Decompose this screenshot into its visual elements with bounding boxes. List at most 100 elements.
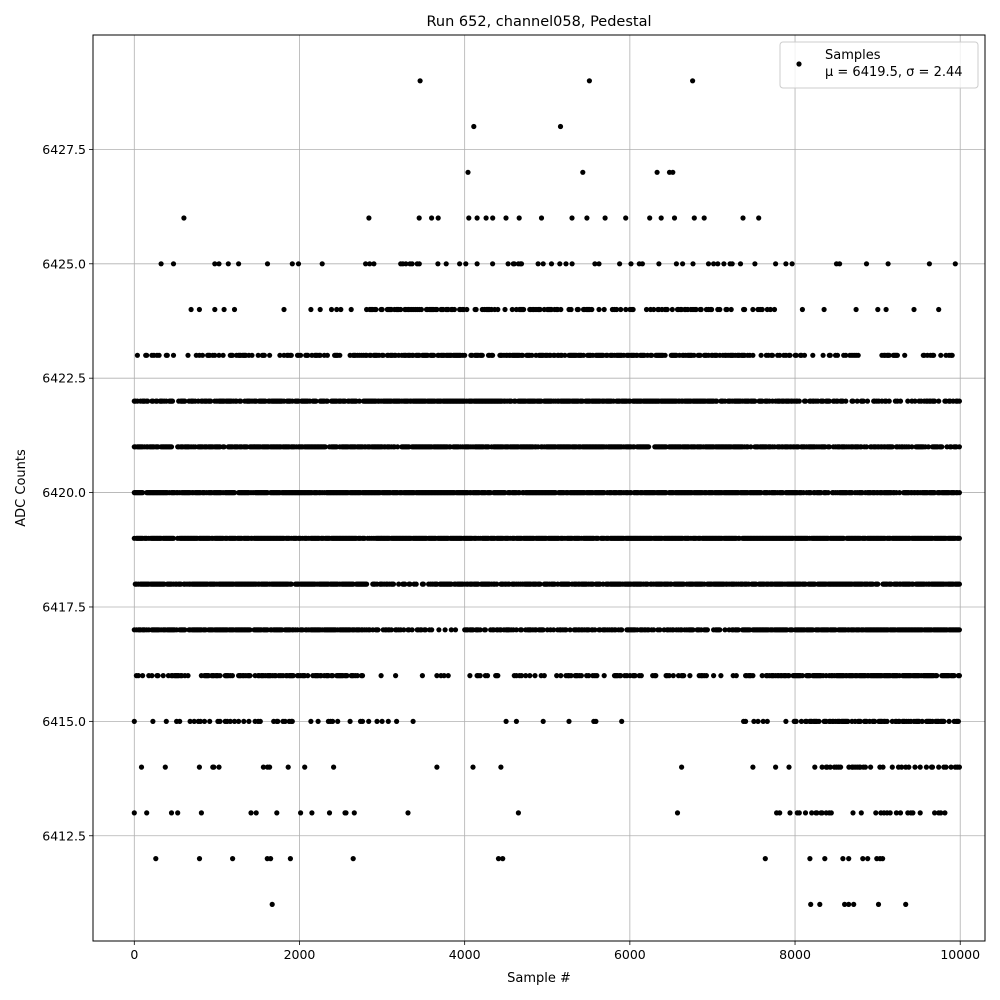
data-point bbox=[796, 810, 802, 816]
data-point bbox=[516, 215, 522, 221]
data-point bbox=[410, 718, 416, 725]
data-point bbox=[743, 718, 749, 725]
data-point bbox=[912, 398, 918, 404]
data-point bbox=[584, 215, 590, 221]
data-point bbox=[786, 673, 792, 679]
data-point bbox=[799, 673, 806, 679]
data-point bbox=[690, 78, 696, 84]
data-point bbox=[532, 673, 538, 679]
data-point bbox=[618, 306, 624, 313]
data-point bbox=[923, 764, 930, 770]
data-point bbox=[751, 718, 757, 725]
data-point bbox=[131, 718, 137, 725]
data-point bbox=[199, 352, 206, 358]
data-point bbox=[538, 215, 545, 221]
data-point bbox=[934, 673, 940, 679]
data-point bbox=[592, 261, 598, 267]
data-point bbox=[551, 627, 557, 633]
data-point bbox=[324, 352, 330, 358]
data-point bbox=[592, 627, 598, 633]
data-point bbox=[563, 261, 569, 267]
data-point bbox=[883, 306, 889, 313]
data-point bbox=[216, 261, 222, 267]
data-point bbox=[282, 718, 288, 725]
data-point bbox=[802, 398, 809, 404]
data-point bbox=[691, 352, 697, 358]
data-point bbox=[812, 764, 818, 770]
x-tick-label: 8000 bbox=[779, 947, 811, 962]
data-point bbox=[398, 306, 404, 313]
y-tick-label: 6425.0 bbox=[42, 256, 86, 271]
data-point bbox=[490, 352, 496, 358]
data-point bbox=[351, 810, 357, 816]
data-point bbox=[463, 261, 469, 267]
data-point bbox=[207, 718, 213, 725]
data-point bbox=[374, 718, 380, 725]
data-point bbox=[717, 627, 723, 633]
data-point bbox=[956, 581, 963, 587]
data-point bbox=[639, 261, 646, 267]
data-point bbox=[580, 169, 586, 175]
data-point bbox=[651, 306, 657, 313]
data-point bbox=[840, 856, 846, 862]
data-point bbox=[211, 764, 217, 770]
data-point bbox=[822, 856, 828, 862]
data-point bbox=[268, 856, 274, 862]
data-point bbox=[466, 215, 472, 221]
data-point bbox=[617, 261, 623, 267]
data-point bbox=[793, 718, 799, 725]
data-point bbox=[649, 352, 655, 358]
data-point bbox=[221, 306, 227, 313]
data-point bbox=[324, 398, 330, 404]
data-point bbox=[906, 764, 912, 770]
data-point bbox=[140, 673, 146, 679]
data-point bbox=[773, 764, 779, 770]
data-point bbox=[602, 215, 608, 221]
data-point bbox=[429, 215, 435, 221]
data-point bbox=[826, 444, 832, 450]
data-point bbox=[917, 764, 923, 770]
data-point bbox=[153, 856, 159, 862]
data-point bbox=[931, 352, 937, 358]
data-point bbox=[554, 673, 560, 679]
data-point bbox=[568, 673, 574, 679]
data-point bbox=[909, 444, 915, 450]
data-point bbox=[850, 810, 856, 816]
data-point bbox=[417, 78, 423, 84]
legend-box bbox=[779, 41, 979, 89]
data-point bbox=[762, 856, 768, 862]
data-point bbox=[593, 718, 599, 725]
data-point bbox=[156, 352, 162, 358]
data-point bbox=[442, 627, 448, 633]
data-point bbox=[435, 215, 441, 221]
data-point bbox=[380, 352, 386, 358]
data-point bbox=[777, 810, 783, 816]
data-point bbox=[196, 764, 202, 770]
data-point bbox=[212, 261, 218, 267]
data-point bbox=[527, 673, 533, 679]
data-point bbox=[495, 306, 501, 313]
data-point bbox=[326, 810, 333, 816]
data-point bbox=[164, 352, 170, 358]
data-point bbox=[601, 673, 607, 679]
data-point bbox=[715, 261, 721, 267]
data-point bbox=[521, 306, 527, 313]
data-point bbox=[390, 581, 397, 587]
data-point bbox=[793, 352, 799, 358]
data-point bbox=[575, 306, 581, 313]
data-point bbox=[889, 444, 895, 450]
data-point bbox=[929, 764, 936, 770]
data-point bbox=[227, 718, 233, 725]
data-point bbox=[932, 810, 938, 816]
y-tick-label: 6420.0 bbox=[42, 485, 86, 500]
data-point bbox=[748, 444, 754, 450]
data-point bbox=[348, 306, 354, 313]
data-point bbox=[759, 673, 765, 679]
data-point bbox=[379, 718, 385, 725]
data-point bbox=[503, 215, 509, 221]
data-point bbox=[457, 261, 463, 267]
data-point bbox=[886, 352, 892, 358]
data-point bbox=[305, 352, 311, 358]
data-point bbox=[347, 718, 353, 725]
